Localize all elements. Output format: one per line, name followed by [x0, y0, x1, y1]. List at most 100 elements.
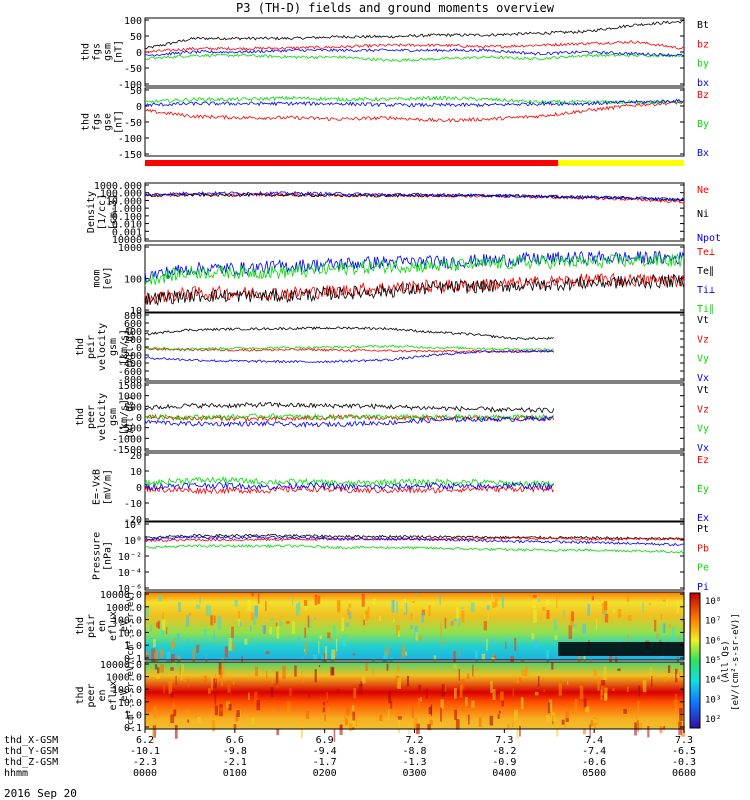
y-tick-label: 10.0 — [118, 698, 142, 709]
y-tick-label: -800 — [118, 375, 142, 386]
legend-entry: Pb — [697, 543, 709, 554]
y-tick-label: 0 — [136, 483, 142, 494]
y-tick-label: 1.0 — [124, 641, 142, 652]
legend-entry: Vy — [697, 424, 709, 435]
series-line-Ey — [144, 475, 555, 488]
x-tick-label: 6.9 — [316, 735, 334, 746]
orbit-row-label: hhmm — [4, 768, 28, 779]
colorbar-tick-label: 10⁸ — [705, 597, 721, 607]
colorbar-tick-label: 10⁴ — [705, 676, 721, 686]
x-tick-label: 0000 — [133, 768, 157, 779]
x-tick-label: -1.3 — [402, 757, 426, 768]
panel-mom-temps: 1000 100 10 mom[eV] Te⊥ Te∥ Ti⊥ Ti∥ — [92, 243, 716, 317]
colorbar-title: [eV/(cm²-s-sr-eV)] — [731, 613, 741, 711]
colorbar-tick-label: 10⁷ — [705, 617, 721, 627]
colorbar-tick-label: 10⁶ — [705, 636, 721, 646]
x-tick-label: 0500 — [582, 768, 606, 779]
legend-entry: Vz — [697, 404, 709, 415]
y-tick-label: 10⁻⁶ — [118, 584, 142, 595]
y-tick-label: 100 — [124, 275, 142, 286]
x-tick-label: -9.8 — [223, 746, 247, 757]
series-line-Ex — [144, 481, 554, 491]
legend-entry: By — [697, 119, 709, 130]
series-line-Pi — [144, 535, 685, 547]
y-tick-label: 800 — [124, 311, 142, 322]
y-tick-label: -50 — [124, 118, 142, 129]
y-tick-label: -400 — [118, 359, 142, 370]
y-tick-label: 10⁰ — [124, 536, 142, 547]
legend-entry: Vz — [697, 334, 709, 345]
y-axis-unit-label: (cm²-s-sr-eV) — [126, 660, 136, 730]
x-tick-label: 0300 — [402, 768, 426, 779]
y-tick-label: 1000.0 — [106, 603, 142, 614]
y-tick-label: 10² — [124, 520, 142, 531]
x-tick-label: -0.3 — [672, 757, 696, 768]
panel-frame — [144, 382, 685, 452]
legend-entry: Npot — [697, 233, 721, 244]
y-tick-label: 1000 — [118, 392, 142, 403]
series-line-Vx — [144, 349, 554, 364]
legend-entry: Ex — [697, 513, 709, 524]
y-axis-label: E=-VxB[mV/m] — [92, 469, 114, 505]
colorbar: 10⁸ 10⁷ 10⁶ 10⁵ 10⁴ 10³ 10² [eV/(cm²-s-sr-eV)](… — [689, 592, 741, 729]
y-axis-label: Pressure[nPa] — [92, 532, 114, 580]
legend-entry: Ne — [697, 185, 709, 196]
panel-frame — [144, 521, 685, 591]
y-tick-label: 0.100 — [112, 212, 142, 223]
y-tick-label: 1000 — [118, 243, 142, 254]
y-tick-label: 50 — [130, 32, 142, 43]
y-tick-label: -50 — [124, 64, 142, 75]
colorbar-tick-label: 10³ — [705, 695, 721, 705]
y-tick-label: 1500 — [118, 381, 142, 392]
y-tick-label: 50 — [130, 86, 142, 97]
y-tick-label: -10 — [124, 499, 142, 510]
y-tick-label: 100.0 — [112, 616, 142, 627]
panel-frame — [144, 182, 685, 242]
legend-entry: Bt — [697, 20, 709, 31]
mode-bar-segment — [145, 160, 559, 166]
legend-entry: by — [697, 59, 709, 70]
series-line-Vy — [144, 413, 555, 421]
series-line-Bx — [144, 98, 685, 108]
y-tick-label: 500 — [124, 402, 142, 413]
legend-entry: Ti⊥ — [697, 285, 715, 296]
y-axis-label: Density[1/cc][cm-3] — [86, 191, 119, 233]
x-tick-label: -10.1 — [130, 746, 160, 757]
x-tick-label: 0400 — [492, 768, 516, 779]
series-line-Ne — [144, 192, 685, 204]
y-tick-label: 400 — [124, 327, 142, 338]
x-tick-label: -0.9 — [492, 757, 516, 768]
series-line-Ni — [144, 192, 685, 202]
legend-entry: Te⊥ — [697, 247, 715, 258]
x-tick-label: 0100 — [223, 768, 247, 779]
panel-fgs-gsm: 100 50 0 -50 -100 thdfgsgsm[nT] Bt bz by bx — [81, 16, 710, 91]
orbit-row-label: thd_Y-GSM — [4, 746, 58, 757]
y-tick-label: 1000.0 — [106, 673, 142, 684]
panel-efield: 20 10 0 -10 -20 E=-VxB[mV/m] Ez Ey Ex — [92, 451, 710, 526]
x-tick-label: 0600 — [672, 768, 696, 779]
x-tick-label: 0200 — [313, 768, 337, 779]
series-line-bz — [144, 40, 685, 54]
x-tick-label: -2.3 — [133, 757, 157, 768]
legend-entry: Pt — [697, 524, 709, 535]
series-line-Ti∥ — [144, 252, 685, 286]
x-tick-label: -1.7 — [313, 757, 337, 768]
y-tick-label: -20 — [124, 515, 142, 526]
y-tick-label: 100.0 — [112, 685, 142, 696]
y-tick-label: 10⁻⁴ — [118, 568, 142, 579]
panel-peir-spectrogram: 10000.0 1000.0 100.010.0 1.0 0.1 thdpeirenefl… — [75, 590, 685, 671]
y-axis-label: thdfgsgse[nT] — [81, 110, 125, 134]
y-axis-sublabel: (All Qs) — [126, 395, 136, 438]
series-line-Vt — [144, 401, 555, 414]
y-axis-label: thdpeervelocitygsm[km/s] — [75, 393, 130, 441]
legend-entry: Vt — [697, 315, 709, 326]
y-tick-label: 0 — [136, 102, 142, 113]
x-tick-label: -7.4 — [582, 746, 606, 757]
colorbar-gradient — [689, 592, 701, 729]
series-line-Vy — [144, 344, 554, 351]
mode-bar-segment — [558, 160, 684, 166]
y-tick-label: 10000.0 — [100, 660, 142, 671]
